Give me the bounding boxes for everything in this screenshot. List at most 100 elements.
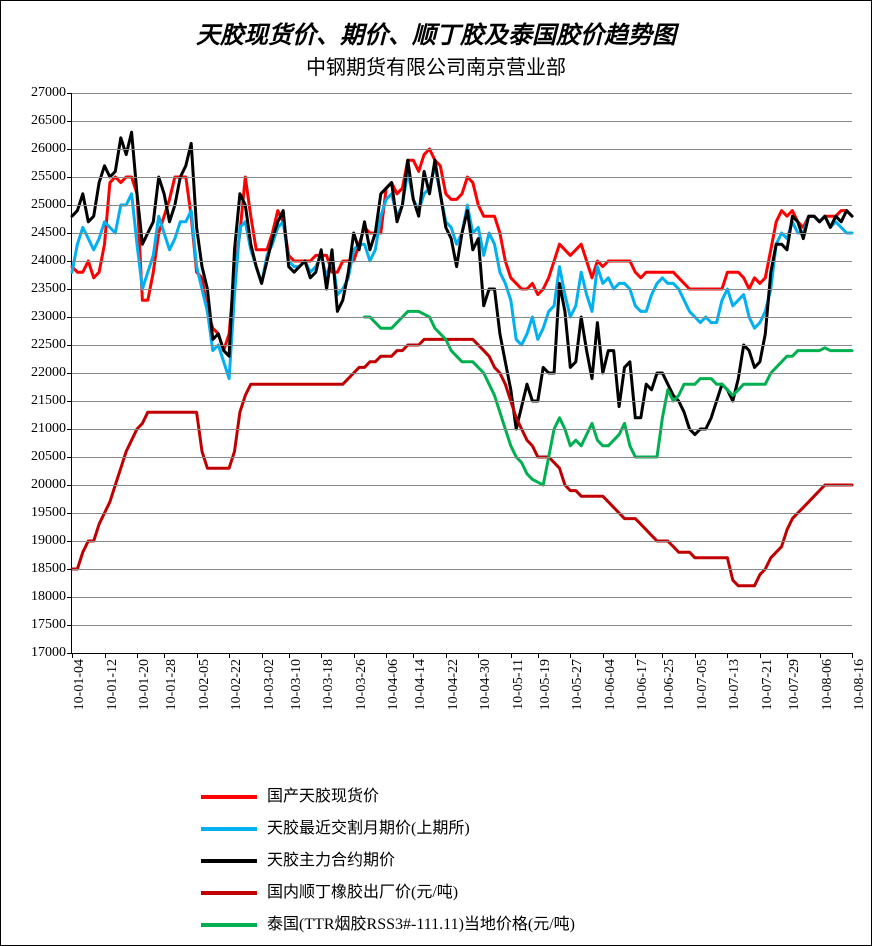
gridline (72, 597, 852, 598)
gridline (72, 513, 852, 514)
ytick-label: 25500 (31, 169, 66, 185)
chart-container: 天胶现货价、期价、顺丁胶及泰国胶价趋势图 中钢期货有限公司南京营业部 17000… (0, 0, 872, 946)
ytick-label: 21000 (31, 421, 66, 437)
ytick-mark (67, 289, 72, 290)
xtick-mark (603, 653, 604, 658)
xtick-label: 10-03-26 (354, 659, 370, 710)
plot-area: 1700017500180001850019000195002000020500… (71, 93, 852, 654)
xtick-mark (478, 653, 479, 658)
xtick-mark (570, 653, 571, 658)
xtick-mark (386, 653, 387, 658)
xtick-mark (197, 653, 198, 658)
gridline (72, 401, 852, 402)
legend-swatch (201, 859, 257, 863)
xtick-mark (635, 653, 636, 658)
ytick-label: 22500 (31, 337, 66, 353)
gridline (72, 233, 852, 234)
legend-label: 国内顺丁橡胶出厂价(元/吨) (267, 877, 458, 909)
xtick-label: 10-01-12 (105, 659, 121, 710)
ytick-mark (67, 485, 72, 486)
ytick-mark (67, 121, 72, 122)
xtick-label: 10-02-22 (229, 659, 245, 710)
gridline (72, 429, 852, 430)
xtick-label: 10-02-05 (197, 659, 213, 710)
ytick-mark (67, 177, 72, 178)
gridline (72, 625, 852, 626)
gridline (72, 289, 852, 290)
xtick-mark (262, 653, 263, 658)
xtick-label: 10-08-06 (820, 659, 836, 710)
ytick-label: 18500 (31, 561, 66, 577)
xtick-label: 10-08-16 (852, 659, 868, 710)
xtick-label: 10-03-10 (289, 659, 305, 710)
xtick-mark (852, 653, 853, 658)
ytick-mark (67, 597, 72, 598)
gridline (72, 93, 852, 94)
legend-label: 天胶最近交割月期价(上期所) (267, 813, 470, 845)
xtick-mark (538, 653, 539, 658)
ytick-label: 19000 (31, 533, 66, 549)
xtick-label: 10-04-14 (413, 659, 429, 710)
ytick-label: 25000 (31, 197, 66, 213)
legend-swatch (201, 827, 257, 831)
xtick-label: 10-03-02 (262, 659, 278, 710)
ytick-mark (67, 317, 72, 318)
xtick-mark (289, 653, 290, 658)
gridline (72, 205, 852, 206)
xtick-label: 10-05-27 (570, 659, 586, 710)
ytick-mark (67, 429, 72, 430)
xtick-mark (787, 653, 788, 658)
gridline (72, 457, 852, 458)
series-line (365, 311, 853, 485)
gridline (72, 149, 852, 150)
ytick-label: 21500 (31, 393, 66, 409)
gridline (72, 485, 852, 486)
gridline (72, 261, 852, 262)
ytick-label: 26500 (31, 113, 66, 129)
ytick-label: 24500 (31, 225, 66, 241)
xtick-mark (137, 653, 138, 658)
ytick-mark (67, 625, 72, 626)
xtick-label: 10-06-04 (603, 659, 619, 710)
xtick-mark (354, 653, 355, 658)
xtick-mark (413, 653, 414, 658)
legend-item: 国内顺丁橡胶出厂价(元/吨) (201, 877, 575, 909)
ytick-label: 26000 (31, 141, 66, 157)
legend-label: 国产天胶现货价 (267, 781, 379, 813)
ytick-mark (67, 569, 72, 570)
legend-item: 国产天胶现货价 (201, 781, 575, 813)
ytick-mark (67, 261, 72, 262)
xtick-label: 10-05-11 (511, 659, 527, 710)
ytick-mark (67, 345, 72, 346)
ytick-mark (67, 149, 72, 150)
xtick-label: 10-04-06 (386, 659, 402, 710)
xtick-label: 10-05-19 (538, 659, 554, 710)
gridline (72, 541, 852, 542)
ytick-mark (67, 233, 72, 234)
ytick-label: 24000 (31, 253, 66, 269)
ytick-label: 22000 (31, 365, 66, 381)
gridline (72, 569, 852, 570)
xtick-mark (164, 653, 165, 658)
ytick-mark (67, 205, 72, 206)
legend-item: 天胶最近交割月期价(上期所) (201, 813, 575, 845)
gridline (72, 317, 852, 318)
legend-item: 泰国(TTR烟胶RSS3#-111.11)当地价格(元/吨) (201, 909, 575, 941)
legend-label: 天胶主力合约期价 (267, 845, 395, 877)
xtick-mark (695, 653, 696, 658)
xtick-label: 10-06-17 (635, 659, 651, 710)
legend-label: 泰国(TTR烟胶RSS3#-111.11)当地价格(元/吨) (267, 909, 575, 941)
xtick-mark (105, 653, 106, 658)
xtick-mark (229, 653, 230, 658)
gridline (72, 373, 852, 374)
xtick-mark (662, 653, 663, 658)
xtick-label: 10-01-28 (164, 659, 180, 710)
ytick-mark (67, 373, 72, 374)
ytick-label: 17500 (31, 617, 66, 633)
xtick-label: 10-07-05 (695, 659, 711, 710)
ytick-label: 23000 (31, 309, 66, 325)
ytick-label: 18000 (31, 589, 66, 605)
series-line (72, 149, 852, 351)
ytick-label: 20000 (31, 477, 66, 493)
legend-swatch (201, 795, 257, 799)
